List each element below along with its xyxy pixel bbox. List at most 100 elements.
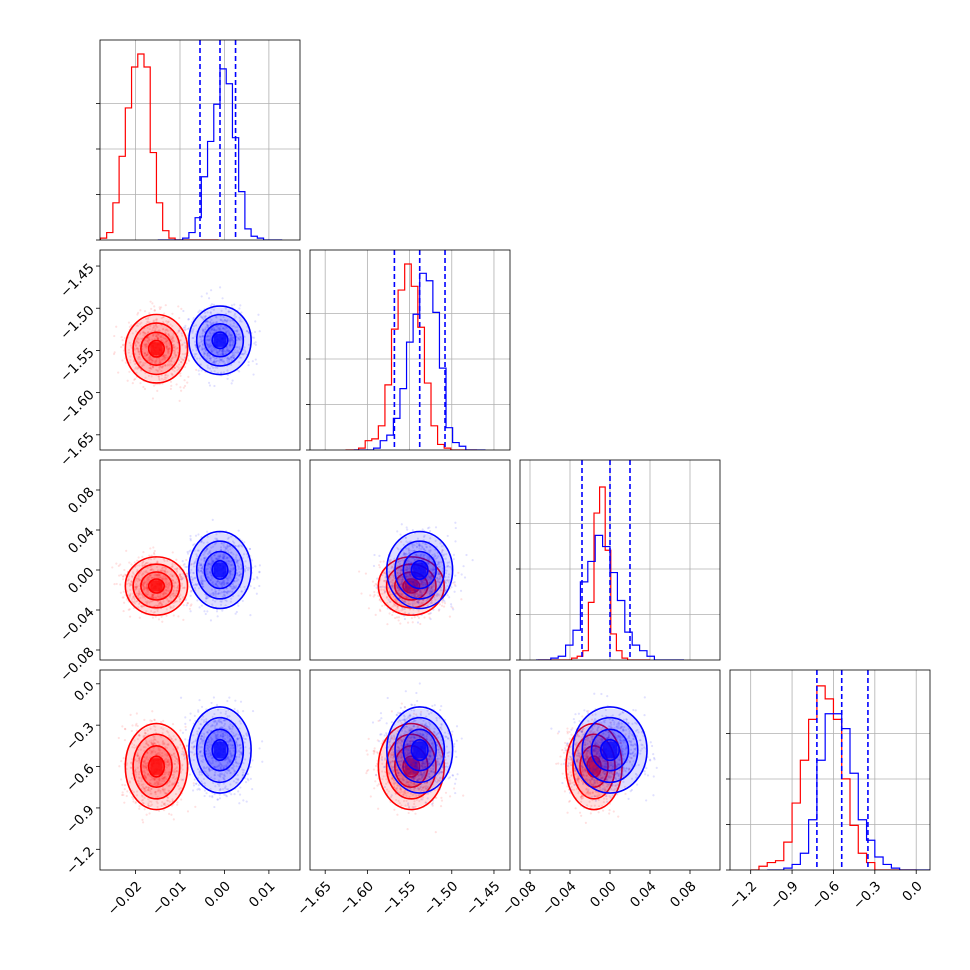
sample-point: [218, 557, 221, 560]
sample-point: [388, 590, 391, 593]
sample-point: [429, 576, 432, 579]
sample-point: [202, 579, 205, 582]
sample-point: [471, 558, 474, 562]
sample-point: [213, 356, 216, 359]
sample-point: [117, 371, 120, 374]
sample-point: [191, 331, 194, 334]
sample-point: [210, 364, 213, 368]
sample-point: [402, 614, 406, 617]
sample-point: [152, 324, 156, 327]
sample-point: [221, 297, 224, 300]
sample-point: [212, 592, 216, 595]
sample-point: [235, 558, 238, 561]
sample-point: [171, 579, 174, 582]
sample-point: [145, 585, 148, 588]
sample-point: [151, 365, 154, 368]
sample-point: [192, 747, 195, 750]
sample-point: [156, 574, 159, 577]
sample-point: [146, 762, 149, 765]
sample-point: [217, 592, 220, 595]
sample-point: [419, 591, 422, 594]
sample-point: [164, 304, 167, 307]
sample-point: [158, 574, 161, 577]
sample-point: [425, 591, 428, 594]
sample-point: [206, 344, 209, 347]
sample-point: [409, 590, 412, 593]
sample-point: [176, 747, 179, 750]
sample-point: [158, 329, 161, 332]
sample-point: [214, 542, 218, 545]
sample-point: [179, 374, 182, 377]
sample-point: [167, 333, 170, 336]
sample-point: [234, 586, 237, 589]
sample-point: [161, 780, 164, 783]
sample-point: [135, 577, 138, 580]
sample-point: [420, 580, 423, 583]
sample-point: [411, 581, 414, 584]
sample-point: [148, 312, 151, 315]
sample-point: [167, 585, 170, 588]
sample-point: [152, 724, 156, 727]
sample-point: [216, 351, 219, 354]
sample-point: [138, 734, 141, 737]
sample-point: [404, 536, 408, 540]
sample-point: [143, 352, 147, 355]
sample-point: [165, 328, 168, 331]
sample-point: [224, 604, 227, 607]
sample-point: [209, 359, 213, 362]
sample-point: [143, 570, 146, 573]
sample-point: [200, 339, 203, 343]
sample-point: [167, 731, 170, 734]
sample-point: [236, 560, 239, 563]
sample-point: [413, 590, 416, 593]
sample-point: [143, 580, 147, 584]
sample-point: [177, 330, 180, 334]
sample-point: [383, 580, 386, 583]
sample-point: [420, 594, 424, 598]
sample-point: [430, 576, 433, 579]
sample-point: [208, 550, 211, 553]
sample-point: [215, 583, 218, 586]
sample-point: [163, 337, 166, 340]
sample-point: [145, 353, 149, 356]
sample-point: [142, 734, 145, 737]
sample-point: [136, 600, 139, 603]
sample-point: [380, 588, 383, 591]
sample-point: [420, 557, 423, 560]
sample-point: [221, 542, 224, 545]
sample-point: [212, 560, 215, 564]
sample-point: [222, 315, 225, 319]
sample-point: [440, 604, 444, 607]
sample-point: [208, 330, 211, 333]
sample-point: [397, 578, 400, 581]
sample-point: [378, 599, 381, 602]
sample-point: [408, 565, 411, 568]
sample-point: [199, 581, 202, 584]
sample-point: [133, 585, 136, 588]
sample-point: [113, 583, 116, 586]
sample-point: [138, 360, 142, 364]
sample-point: [221, 351, 225, 354]
sample-point: [426, 558, 429, 561]
sample-point: [172, 818, 175, 821]
sample-point: [225, 577, 228, 580]
sample-point: [168, 800, 172, 803]
sample-point: [185, 362, 188, 365]
sample-point: [152, 551, 156, 554]
sample-point: [207, 563, 210, 566]
sample-point: [418, 605, 421, 608]
sample-point: [153, 791, 157, 794]
sample-point: [233, 580, 237, 583]
sample-point: [165, 342, 168, 346]
sample-point: [210, 327, 214, 331]
sample-point: [427, 574, 430, 577]
sample-point: [150, 609, 153, 613]
sample-point: [120, 336, 123, 339]
sample-point: [133, 602, 137, 605]
sample-point: [165, 757, 168, 761]
sample-point: [420, 580, 423, 583]
sample-point: [236, 562, 239, 565]
sample-point: [405, 568, 408, 571]
sample-point: [150, 367, 153, 371]
sample-point: [435, 595, 438, 598]
